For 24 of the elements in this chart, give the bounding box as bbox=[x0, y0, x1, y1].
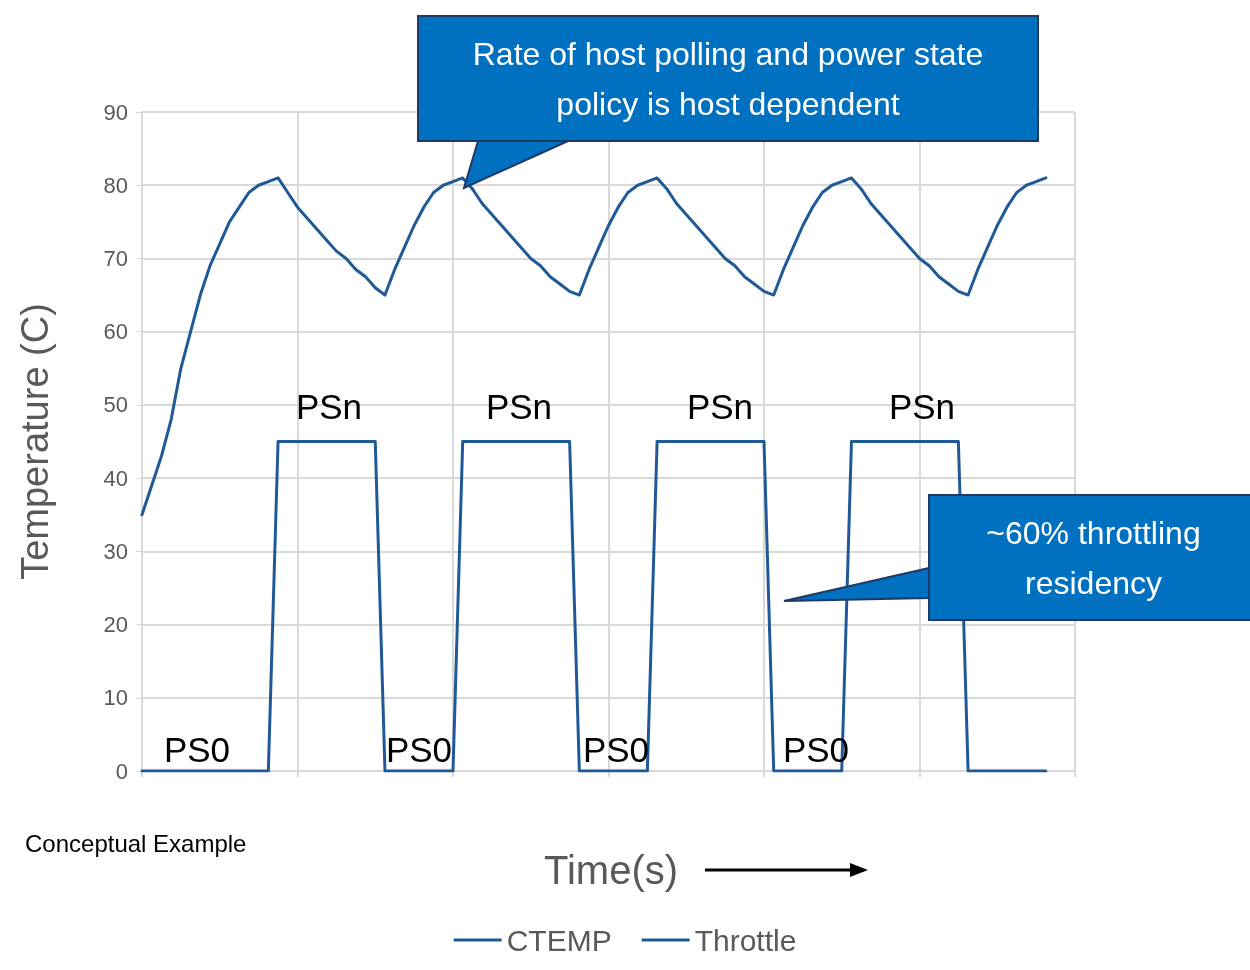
annotation: PS0 bbox=[385, 729, 453, 769]
y-tick-label: 20 bbox=[103, 612, 128, 638]
annotation: PSn bbox=[686, 386, 754, 426]
annotation: PSn bbox=[295, 386, 363, 426]
annotation: Rate of host polling and power state policy is host dependent bbox=[471, 34, 985, 124]
legend-label: CTEMP bbox=[506, 923, 612, 957]
annotation: PSn bbox=[888, 386, 956, 426]
annotation: PSn bbox=[485, 386, 553, 426]
line-series bbox=[140, 176, 1048, 517]
y-tick-label: 40 bbox=[103, 465, 128, 491]
annotation: PS0 bbox=[163, 729, 231, 769]
annotation: ~60% throttling residency bbox=[985, 513, 1202, 603]
y-tick-label: 80 bbox=[103, 172, 128, 198]
y-axis-title: Temperature (C) bbox=[14, 303, 56, 580]
y-tick-label: 0 bbox=[115, 758, 128, 784]
y-tick-label: 90 bbox=[103, 99, 128, 125]
y-tick-label: 10 bbox=[103, 685, 128, 711]
x-axis-title: Time(s) bbox=[543, 848, 679, 892]
y-tick-label: 30 bbox=[103, 538, 128, 564]
legend-label: Throttle bbox=[694, 923, 797, 957]
y-tick-label: 60 bbox=[103, 319, 128, 345]
y-tick-label: 70 bbox=[103, 245, 128, 271]
text: Conceptual Example bbox=[25, 829, 247, 857]
y-tick-label: 50 bbox=[103, 392, 128, 418]
